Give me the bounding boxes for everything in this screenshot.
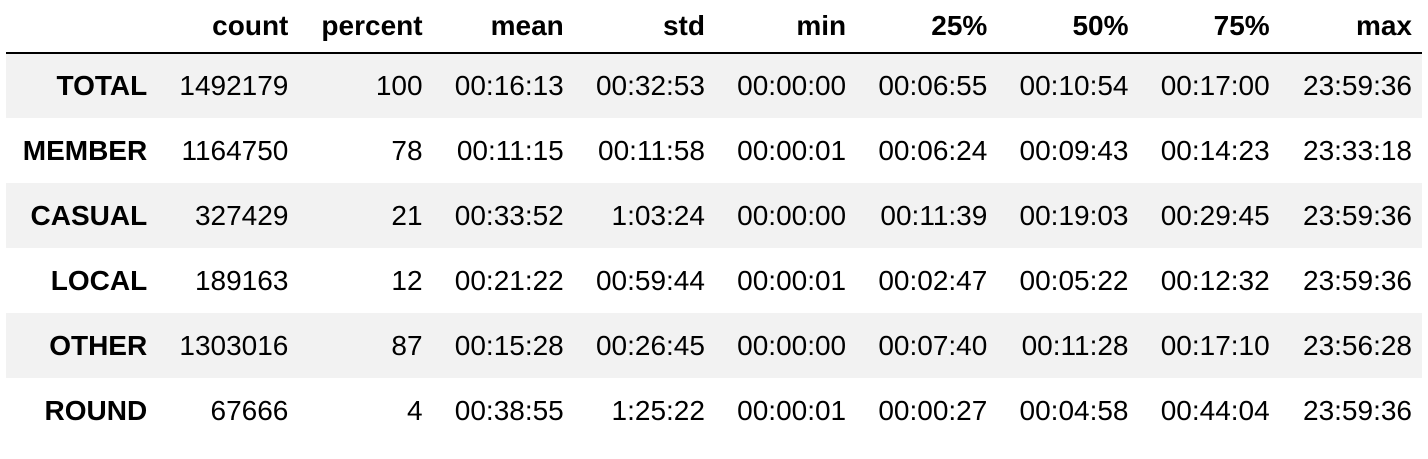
- table-row: MEMBER 1164750 78 00:11:15 00:11:58 00:0…: [6, 118, 1422, 183]
- table-cell: 78: [391, 134, 423, 166]
- index-header: [6, 0, 158, 54]
- table-cell: 00:17:10: [1160, 329, 1270, 361]
- column-header: max: [1279, 0, 1422, 54]
- table-cell: 00:32:53: [595, 70, 705, 101]
- column-header: 50%: [997, 0, 1139, 54]
- table-cell: 327429: [194, 199, 289, 231]
- column-header: count: [157, 0, 299, 54]
- row-index: TOTAL: [56, 70, 148, 101]
- table-cell: 00:14:23: [1160, 134, 1270, 166]
- table-cell: 23:59:36: [1303, 264, 1412, 296]
- table-row: TOTAL 1492179 100 00:16:13 00:32:53 00:0…: [6, 53, 1422, 118]
- table-cell: 23:59:36: [1303, 70, 1412, 101]
- table-row: ROUND 67666 4 00:38:55 1:25:22 00:00:01 …: [6, 378, 1422, 443]
- column-header: std: [573, 0, 715, 54]
- table-cell: 00:04:58: [1019, 394, 1129, 426]
- table-cell: 00:11:15: [456, 134, 564, 166]
- table-cell: 4: [407, 394, 423, 426]
- table-cell: 00:06:24: [878, 134, 988, 166]
- table-cell: 00:11:39: [880, 199, 988, 231]
- table-cell: 00:00:01: [737, 394, 847, 426]
- table-cell: 00:38:55: [454, 394, 564, 426]
- column-header: 75%: [1138, 0, 1280, 54]
- table-cell: 00:44:04: [1160, 394, 1270, 426]
- table-cell: 21: [391, 199, 423, 231]
- table-cell: 00:21:22: [454, 264, 564, 296]
- table-cell: 1:03:24: [611, 199, 705, 231]
- table-cell: 12: [391, 264, 423, 296]
- table-cell: 67666: [210, 394, 289, 426]
- table-cell: 00:17:00: [1160, 70, 1270, 101]
- row-index: OTHER: [49, 329, 148, 361]
- table-cell: 00:05:22: [1019, 264, 1129, 296]
- column-header: 25%: [856, 0, 998, 54]
- row-index: LOCAL: [50, 264, 148, 296]
- column-header: min: [714, 0, 857, 54]
- table-cell: 00:33:52: [454, 199, 564, 231]
- table-cell: 1:25:22: [611, 394, 705, 426]
- column-header: mean: [432, 0, 574, 54]
- table-cell: 1492179: [179, 70, 289, 101]
- table-row: OTHER 1303016 87 00:15:28 00:26:45 00:00…: [6, 313, 1422, 378]
- table-cell: 00:16:13: [454, 70, 564, 101]
- table-cell: 189163: [194, 264, 289, 296]
- table-cell: 00:11:28: [1021, 329, 1129, 361]
- table-cell: 00:10:54: [1019, 70, 1129, 101]
- table-cell: 00:59:44: [595, 264, 705, 296]
- table-cell: 00:11:58: [598, 134, 705, 166]
- table-cell: 00:02:47: [878, 264, 988, 296]
- row-index: ROUND: [44, 394, 148, 426]
- table-cell: 00:19:03: [1019, 199, 1129, 231]
- table-row: CASUAL 327429 21 00:33:52 1:03:24 00:00:…: [6, 183, 1422, 248]
- table-cell: 100: [375, 70, 423, 101]
- table-cell: 23:56:28: [1303, 329, 1412, 361]
- table-cell: 00:00:27: [878, 394, 988, 426]
- column-header: percent: [298, 0, 433, 54]
- table-cell: 1303016: [179, 329, 289, 361]
- table-row: LOCAL 189163 12 00:21:22 00:59:44 00:00:…: [6, 248, 1422, 313]
- table-cell: 00:15:28: [454, 329, 564, 361]
- table-cell: 87: [391, 329, 423, 361]
- table-cell: 00:06:55: [878, 70, 988, 101]
- table-cell: 00:00:01: [737, 134, 847, 166]
- summary-table: count percent mean std min 25% 50% 75% m…: [6, 0, 1422, 443]
- table-cell: 00:00:00: [737, 70, 847, 101]
- table-cell: 00:29:45: [1160, 199, 1270, 231]
- table-cell: 23:33:18: [1303, 134, 1412, 166]
- table-cell: 00:12:32: [1160, 264, 1270, 296]
- table-cell: 00:00:01: [737, 264, 847, 296]
- table-cell: 00:00:00: [737, 329, 847, 361]
- header-row: count percent mean std min 25% 50% 75% m…: [6, 0, 1422, 54]
- table-cell: 00:09:43: [1019, 134, 1129, 166]
- table-cell: 00:07:40: [878, 329, 988, 361]
- table-cell: 23:59:36: [1303, 199, 1412, 231]
- table-cell: 23:59:36: [1303, 394, 1412, 426]
- row-index: MEMBER: [22, 134, 148, 166]
- row-index: CASUAL: [30, 199, 148, 231]
- table-cell: 00:26:45: [595, 329, 705, 361]
- table-cell: 00:00:00: [737, 199, 847, 231]
- table-cell: 1164750: [181, 134, 289, 166]
